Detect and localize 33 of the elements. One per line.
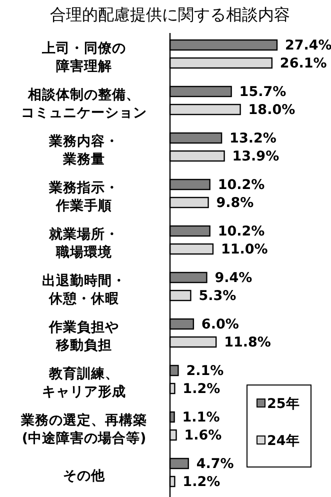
legend-label: 24年 xyxy=(267,433,300,449)
category: 業務の選定、再構築(中途障害の場合等) xyxy=(21,412,147,446)
value-label: 1.2% xyxy=(182,381,220,397)
value-label: 6.0% xyxy=(201,316,239,332)
value-label: 15.7% xyxy=(239,84,286,100)
value-label: 2.1% xyxy=(186,363,224,379)
category: 教育訓練、キャリア形成 xyxy=(42,366,126,400)
value-label: 10.2% xyxy=(218,177,265,193)
value-label: 13.2% xyxy=(230,130,276,146)
value-label: 11.0% xyxy=(220,242,268,258)
legend-label: 25年 xyxy=(267,396,300,412)
category: 業務内容・業務量 xyxy=(49,133,119,168)
value-label: 13.9% xyxy=(232,148,280,164)
category: 業務指示・作業手順 xyxy=(49,180,119,214)
value-label: 11.8% xyxy=(224,334,271,350)
value-label: 26.1% xyxy=(280,56,327,72)
value-label: 27.4% xyxy=(285,38,331,54)
category: その他 xyxy=(63,468,105,484)
category: 就業場所・職場環境 xyxy=(49,226,119,260)
title: 合理的配慮提供に関する相談内容 xyxy=(50,5,290,24)
value-label: 10.2% xyxy=(218,224,265,240)
value-label: 1.2% xyxy=(182,474,220,490)
category: 相談体制の整備、コミュニケーション xyxy=(21,86,147,121)
category: 出退勤時間・休憩・休暇 xyxy=(42,272,126,307)
value-label: 9.4% xyxy=(214,270,252,286)
category: 作業負担や移動負担 xyxy=(49,319,119,354)
category: 上司・同僚の障害理解 xyxy=(42,40,126,74)
value-label: 5.3% xyxy=(198,288,236,304)
value-label: 18.0% xyxy=(248,102,296,118)
value-label: 4.7% xyxy=(196,456,234,472)
value-label: 1.1% xyxy=(182,410,220,426)
value-label: 1.6% xyxy=(184,428,222,444)
value-label: 9.8% xyxy=(216,195,254,211)
